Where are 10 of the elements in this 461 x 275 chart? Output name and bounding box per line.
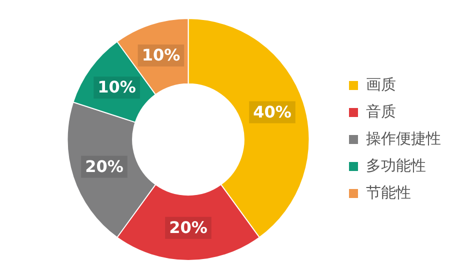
data-label: 20% <box>85 156 124 176</box>
legend-label: 多功能性 <box>366 156 426 174</box>
data-label: 40% <box>253 102 292 122</box>
legend-label: 操作便捷性 <box>366 129 441 148</box>
data-label: 10% <box>142 46 180 65</box>
legend-label: 节能性 <box>366 183 411 202</box>
data-label: 20% <box>169 218 208 237</box>
legend-label: 音质 <box>366 102 396 120</box>
legend-label: 画质 <box>366 75 396 94</box>
data-label: 10% <box>98 78 136 97</box>
